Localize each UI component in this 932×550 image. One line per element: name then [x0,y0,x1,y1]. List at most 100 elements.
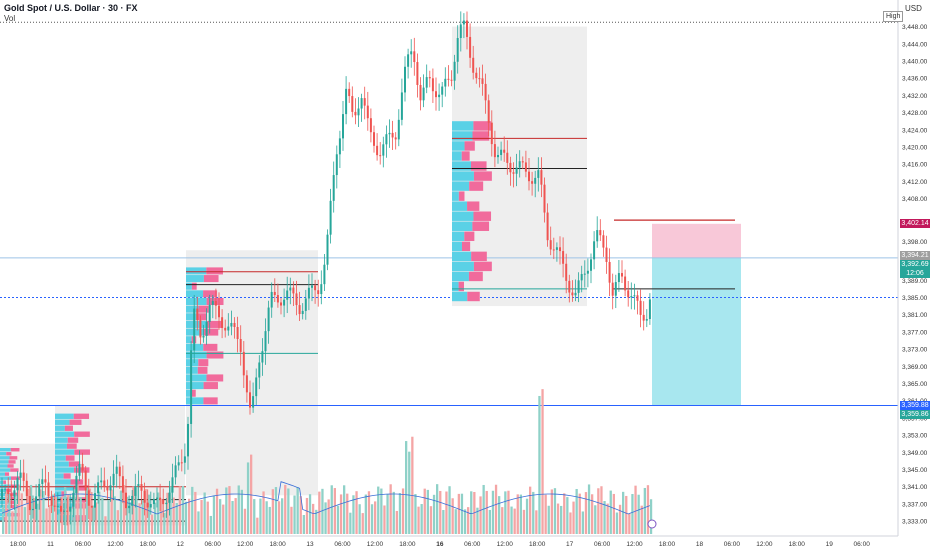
time-tick-label: 12 [177,541,185,548]
volume-bar [628,513,631,534]
candle-body [267,307,270,332]
volume-bar [39,489,42,534]
price-tick-label: 3,349.00 [902,450,928,457]
candle-body [394,137,397,140]
volume-bar [57,513,61,534]
price-tick-label: 3,398.00 [902,239,928,246]
price-tick-label: 3,341.00 [902,484,928,491]
time-tick-label: 06:00 [594,541,611,548]
profile-day11-up [55,455,66,461]
profile-day16-down [472,131,490,141]
volume-bar [197,511,200,534]
volume-bar [377,486,380,534]
candle-body [258,362,261,378]
profile-day16-down [473,261,492,272]
candle-body [239,339,242,352]
profile-day11-down [66,443,77,449]
volume-bar [467,507,470,534]
candle-body [500,149,503,155]
candle-body [171,477,174,493]
volume-bar [622,491,625,534]
candle-body [388,132,391,135]
profile-day11-up [55,431,75,437]
volume-indicator-label[interactable]: Vol [4,14,16,23]
profile-day11-up [55,419,70,425]
candle-body [137,484,140,487]
profile-day12-down [206,267,223,275]
profile-day16-up [452,191,459,201]
volume-bar [191,486,194,534]
candle-body [1,489,3,500]
candle-body [255,377,258,397]
profile-day16-up [452,241,462,252]
candle-body [481,78,484,84]
candle-body [512,172,515,174]
volume-bar [426,489,429,534]
candle-body [366,105,369,119]
candle-body [552,249,555,251]
profile-day10-down [7,464,14,468]
candle-body [379,155,382,157]
volume-bar [401,488,405,534]
volume-bar [231,500,234,534]
volume-bar [160,498,163,534]
profile-day10-down [10,448,20,452]
volume-bar [423,488,426,534]
volume-bar [349,512,352,534]
volume-bar [88,488,92,534]
volume-bar [308,494,312,534]
volume-bar [587,484,591,534]
volume-bar [138,503,141,534]
volume-bar [327,499,330,534]
time-tick-label: 11 [47,541,54,548]
volume-bar [315,509,318,534]
candle-body [75,475,78,493]
volume-bar [460,493,464,534]
volume-bar [126,496,129,534]
volume-bar [110,489,113,534]
candle-body [13,490,16,497]
volume-bar [339,494,343,534]
profile-day16-down [464,141,475,151]
volume-bar [591,494,594,534]
volume-bar [432,494,436,534]
candle-body [484,83,487,101]
candle-body [233,322,236,328]
volume-bar [45,508,48,534]
volume-bar [222,504,225,534]
last-price-tag: 3,394.21 [900,251,930,260]
volume-bar [529,486,532,534]
candle-body [447,78,450,80]
profile-day12-up [186,359,199,367]
profile-day12-down [197,366,208,374]
volume-bar [395,510,398,534]
volume-bar [488,509,491,534]
candle-body [202,335,205,338]
target-price-tag: 3,402.14 [900,219,930,228]
volume-bar [560,505,563,534]
candle-body [466,20,468,37]
profile-day11-down [63,473,71,479]
candle-body [314,285,317,291]
candle-body [624,276,627,291]
candle-body [583,273,586,275]
candle-body [236,327,239,340]
volume-bar [209,515,212,534]
volume-bar [113,496,116,534]
candle-body [627,290,630,298]
volume-bar [352,495,355,534]
candle-body [94,493,96,508]
candle-body [435,91,437,98]
candle-body [261,351,264,363]
candle-body [404,66,406,93]
volume-bar [287,488,290,534]
candle-body [35,496,38,509]
volume-bar [95,502,98,534]
profile-day10-up [0,476,11,480]
candle-body [342,114,344,139]
volume-bar [522,509,526,534]
profile-day10-down [9,456,18,460]
profile-day16-down [467,291,480,302]
